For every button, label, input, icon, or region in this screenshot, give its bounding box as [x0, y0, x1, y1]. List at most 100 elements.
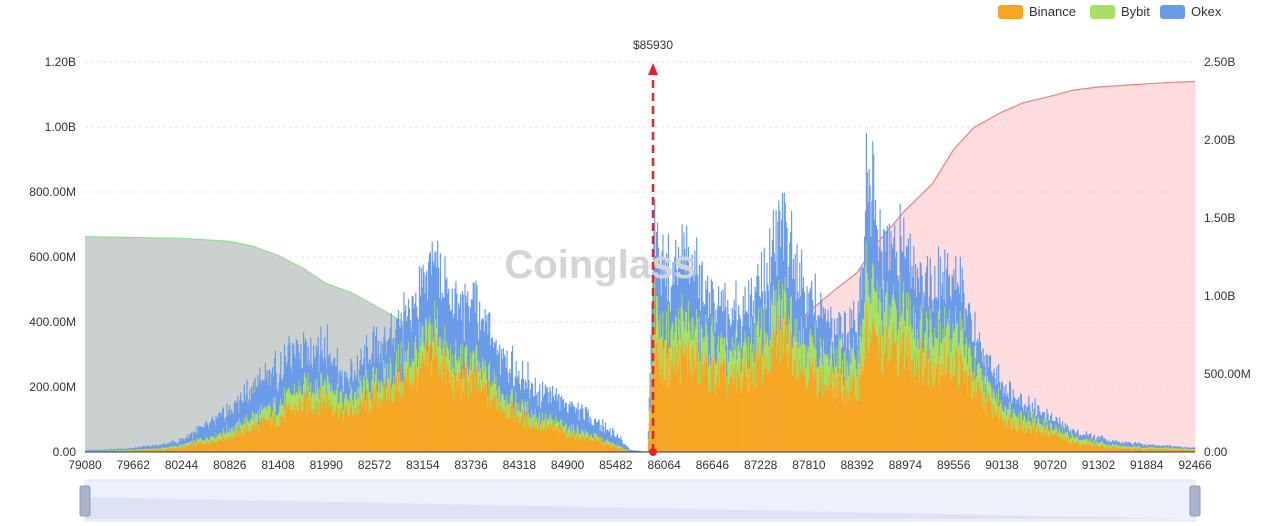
legend-item-bybit[interactable]: Bybit [1090, 4, 1150, 19]
bar-binance [451, 376, 453, 452]
bar-bybit [834, 368, 836, 399]
bar-binance [353, 415, 355, 452]
legend-item-okex[interactable]: Okex [1160, 4, 1222, 19]
bar-okex [730, 323, 733, 352]
bar-okex [281, 379, 283, 405]
bar-binance [181, 446, 183, 452]
bar-binance [701, 353, 703, 452]
zoom-handle-left[interactable] [79, 485, 91, 517]
zoom-slider[interactable] [79, 479, 1201, 522]
bar-bybit [979, 368, 982, 391]
bar-okex [406, 320, 408, 363]
bar-bybit [187, 442, 189, 446]
bar-okex [999, 389, 1002, 404]
bar-binance [965, 371, 967, 452]
bar-binance [360, 399, 362, 452]
bar-binance [894, 342, 897, 452]
zoom-handle-right[interactable] [1189, 485, 1201, 517]
bar-binance [694, 360, 696, 452]
bar-bybit [607, 441, 609, 445]
bar-bybit [604, 439, 607, 443]
bar-binance [479, 375, 481, 452]
bar-bybit [229, 428, 231, 437]
bar-okex [228, 409, 230, 433]
bar-okex [724, 282, 726, 338]
bar-binance [740, 393, 743, 452]
bar-bybit [604, 442, 606, 445]
bar-okex [996, 366, 998, 394]
bar-bybit [995, 401, 997, 415]
bar-okex [708, 292, 711, 354]
bar-bybit [1123, 446, 1125, 448]
bar-binance [928, 364, 930, 452]
bar-bybit [1137, 445, 1139, 448]
bar-okex [717, 305, 719, 346]
bar-bybit [267, 405, 269, 419]
bar-okex [430, 274, 432, 361]
bar-binance [357, 414, 359, 452]
legend[interactable]: Binance Bybit Okex [998, 4, 1222, 19]
bar-okex [910, 288, 912, 324]
bar-bybit [415, 335, 417, 362]
bar-binance [978, 384, 981, 452]
bar-binance [555, 425, 557, 452]
bar-okex [700, 265, 702, 325]
bar-okex [745, 311, 747, 340]
bar-okex [150, 445, 152, 449]
bar-bybit [385, 363, 387, 376]
bar-binance [570, 437, 572, 452]
bar-bybit [680, 306, 682, 347]
bar-binance [659, 340, 661, 452]
bar-bybit [701, 328, 703, 354]
bar-binance [254, 421, 256, 452]
bar-binance [321, 397, 323, 452]
bar-binance [960, 355, 962, 452]
bar-bybit [1154, 447, 1157, 449]
bar-bybit [499, 387, 501, 405]
bar-bybit [1081, 440, 1084, 444]
bar-bybit [884, 294, 887, 346]
bar-bybit [1156, 448, 1158, 450]
bar-okex [1166, 445, 1169, 448]
bar-bybit [683, 321, 685, 353]
bar-bybit [168, 446, 171, 448]
bar-binance [602, 440, 604, 452]
bar-okex [805, 328, 807, 368]
bar-bybit [1133, 445, 1136, 448]
bar-bybit [367, 382, 369, 398]
bar-bybit [936, 338, 939, 364]
bar-okex [261, 380, 264, 410]
bar-bybit [729, 349, 732, 376]
bar-bybit [308, 385, 310, 401]
bar-okex [306, 364, 308, 398]
bar-bybit [480, 379, 483, 393]
bar-bybit [1089, 441, 1091, 447]
bar-bybit [1060, 432, 1062, 439]
bar-okex [216, 417, 218, 437]
bar-okex [506, 350, 508, 395]
bar-binance [139, 450, 141, 452]
bar-bybit [1185, 448, 1188, 451]
bar-okex [923, 291, 925, 353]
bar-binance [673, 364, 675, 452]
bar-okex [739, 314, 741, 352]
bar-okex [828, 322, 830, 367]
bar-okex [1096, 437, 1098, 441]
legend-item-binance[interactable]: Binance [998, 4, 1076, 19]
bar-binance [316, 401, 318, 452]
bar-okex [948, 274, 951, 309]
bar-okex [114, 449, 116, 451]
bar-bybit [1040, 424, 1043, 434]
bar-binance [404, 376, 406, 452]
bar-binance [1013, 422, 1015, 452]
bar-okex [428, 253, 431, 316]
bar-bybit [697, 318, 699, 351]
bar-bybit [289, 392, 291, 404]
bar-bybit [490, 386, 493, 399]
bar-binance [484, 382, 486, 452]
bar-okex [756, 275, 758, 326]
bar-bybit [131, 449, 133, 451]
bar-bybit [780, 329, 782, 363]
bar-bybit [271, 417, 273, 427]
bar-bybit [749, 343, 752, 371]
